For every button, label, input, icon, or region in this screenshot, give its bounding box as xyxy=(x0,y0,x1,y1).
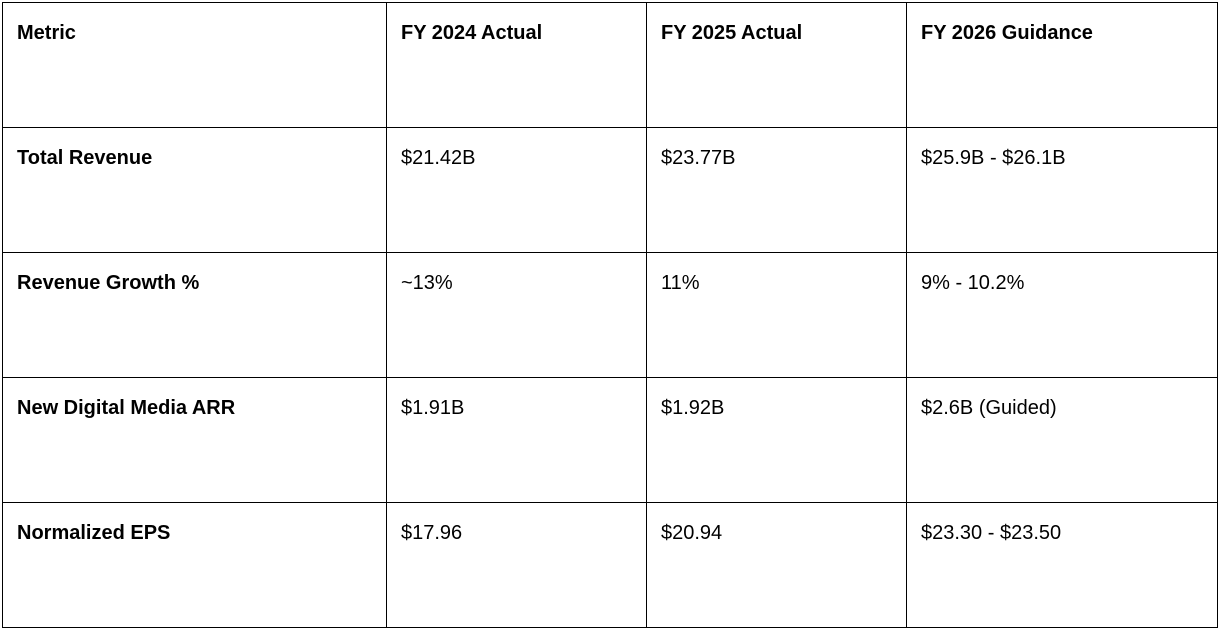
metric-cell: Normalized EPS xyxy=(2,502,387,628)
value-cell: $17.96 xyxy=(386,502,647,628)
value-cell: $1.91B xyxy=(386,377,647,503)
header-cell: FY 2026 Guidance xyxy=(906,2,1218,128)
value-cell: $2.6B (Guided) xyxy=(906,377,1218,503)
table-body: Total Revenue $21.42B $23.77B $25.9B - $26.… xyxy=(2,127,1218,628)
value-cell: $21.42B xyxy=(386,127,647,253)
header-row: Metric FY 2024 Actual FY 2025 Actual FY 202… xyxy=(2,2,1218,128)
value-cell: $23.30 - $23.50 xyxy=(906,502,1218,628)
value-cell: $1.92B xyxy=(646,377,907,503)
metric-cell: New Digital Media ARR xyxy=(2,377,387,503)
table-row: New Digital Media ARR $1.91B $1.92B $2.6B (… xyxy=(2,377,1218,503)
value-cell: $20.94 xyxy=(646,502,907,628)
header-cell: FY 2024 Actual xyxy=(386,2,647,128)
value-cell: $23.77B xyxy=(646,127,907,253)
metric-cell: Revenue Growth % xyxy=(2,252,387,378)
header-cell: Metric xyxy=(2,2,387,128)
value-cell: ~13% xyxy=(386,252,647,378)
table-row: Normalized EPS $17.96 $20.94 $23.30 - $23.5… xyxy=(2,502,1218,628)
table-row: Revenue Growth % ~13% 11% 9% - 10.2% xyxy=(2,252,1218,378)
value-cell: 11% xyxy=(646,252,907,378)
metric-cell: Total Revenue xyxy=(2,127,387,253)
table-row: Total Revenue $21.42B $23.77B $25.9B - $26.… xyxy=(2,127,1218,253)
value-cell: 9% - 10.2% xyxy=(906,252,1218,378)
header-cell: FY 2025 Actual xyxy=(646,2,907,128)
value-cell: $25.9B - $26.1B xyxy=(906,127,1218,253)
